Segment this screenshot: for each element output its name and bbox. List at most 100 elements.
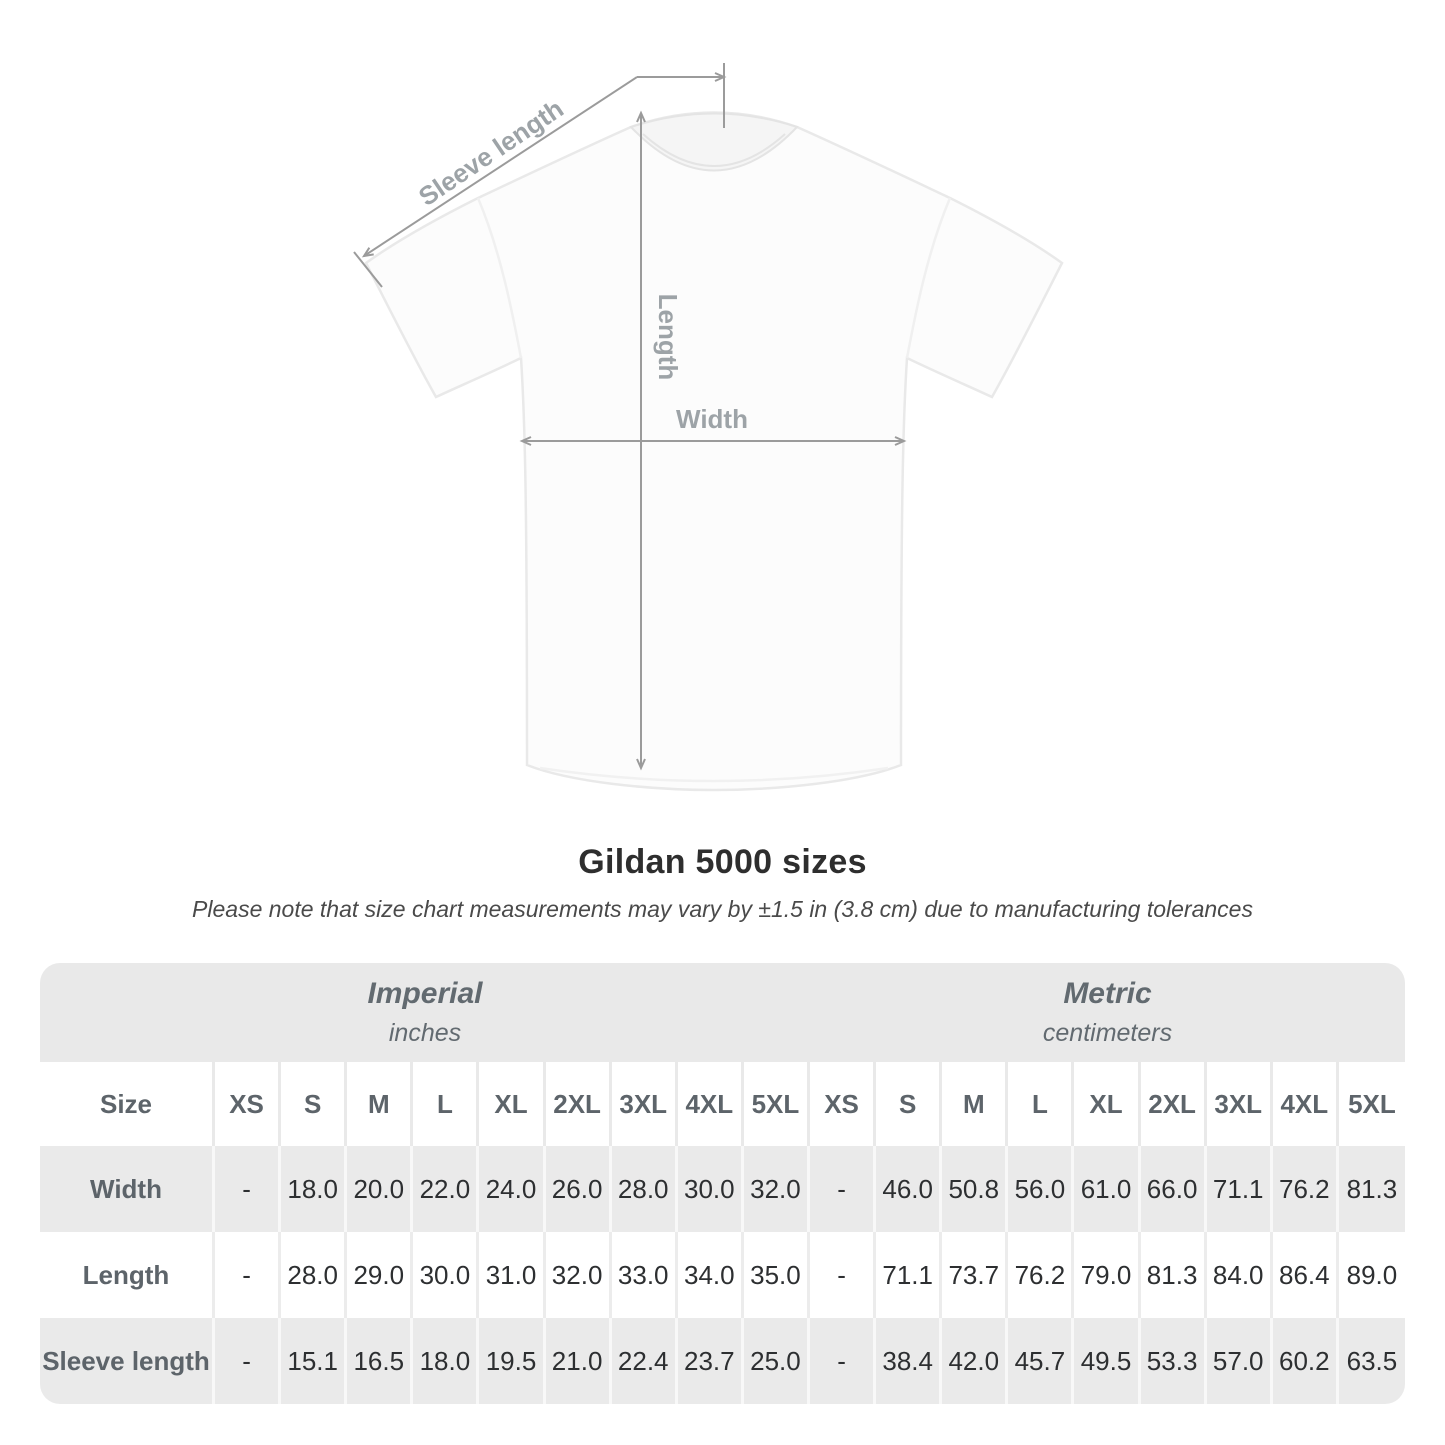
tshirt-collar-seam — [642, 133, 786, 167]
column-header-imperial-xl: XL — [479, 1062, 546, 1146]
size-value-cell: 42.0 — [942, 1318, 1009, 1404]
column-header-metric-5xl: 5XL — [1338, 1062, 1405, 1146]
size-value-cell: 71.1 — [876, 1232, 943, 1318]
size-value-cell: 79.0 — [1074, 1232, 1141, 1318]
size-value-cell: 33.0 — [611, 1232, 678, 1318]
column-header-imperial-s: S — [281, 1062, 348, 1146]
size-value-cell: 25.0 — [743, 1318, 810, 1404]
size-value-cell: 84.0 — [1206, 1232, 1273, 1318]
tshirt-hem-stitch — [539, 766, 889, 783]
size-value-cell: 66.0 — [1140, 1146, 1207, 1232]
size-value-cell: 81.3 — [1338, 1146, 1405, 1232]
chart-subtitle: Please note that size chart measurements… — [192, 896, 1253, 922]
size-value-cell: 89.0 — [1338, 1232, 1405, 1318]
size-value-cell: 30.0 — [413, 1232, 480, 1318]
size-value-cell: 29.0 — [347, 1232, 414, 1318]
size-value-cell: 61.0 — [1074, 1146, 1141, 1232]
size-value-cell: 18.0 — [413, 1318, 480, 1404]
tshirt-measurement-diagram: Sleeve length Length Width — [353, 63, 1064, 792]
metric-section-header: Metric centimeters — [810, 963, 1405, 1062]
size-value-cell: 20.0 — [347, 1146, 414, 1232]
column-header-metric-2xl: 2XL — [1140, 1062, 1207, 1146]
size-value-cell: 26.0 — [545, 1146, 612, 1232]
metric-section-title: Metric — [1063, 977, 1152, 1010]
tshirt-right-sleeve-seam — [905, 197, 952, 359]
size-value-cell: 19.5 — [479, 1318, 546, 1404]
size-value-cell: - — [810, 1146, 877, 1232]
column-header-metric-xl: XL — [1074, 1062, 1141, 1146]
length-label: Length — [653, 294, 683, 381]
size-value-cell: 60.2 — [1272, 1318, 1339, 1404]
size-value-cell: 16.5 — [347, 1318, 414, 1404]
size-value-cell: 56.0 — [1008, 1146, 1075, 1232]
size-value-cell: 32.0 — [545, 1232, 612, 1318]
size-value-cell: 86.4 — [1272, 1232, 1339, 1318]
imperial-section-title: Imperial — [367, 977, 483, 1010]
size-value-cell: 45.7 — [1008, 1318, 1075, 1404]
column-header-imperial-4xl: 4XL — [677, 1062, 744, 1146]
size-value-cell: 71.1 — [1206, 1146, 1273, 1232]
row-label: Width — [40, 1146, 215, 1232]
column-header-metric-s: S — [876, 1062, 943, 1146]
column-header-imperial-l: L — [413, 1062, 480, 1146]
size-value-cell: 81.3 — [1140, 1232, 1207, 1318]
size-value-cell: 73.7 — [942, 1232, 1009, 1318]
size-value-cell: 30.0 — [677, 1146, 744, 1232]
column-header-metric-xs: XS — [810, 1062, 877, 1146]
size-column-header: Size — [40, 1062, 215, 1146]
size-value-cell: 28.0 — [281, 1232, 348, 1318]
size-table: Imperial inches Metric centimeters Size … — [40, 963, 1405, 1404]
size-value-cell: 53.3 — [1140, 1318, 1207, 1404]
chart-title: Gildan 5000 sizes — [578, 843, 867, 881]
size-value-cell: 22.0 — [413, 1146, 480, 1232]
column-header-imperial-5xl: 5XL — [743, 1062, 810, 1146]
size-value-cell: 35.0 — [743, 1232, 810, 1318]
size-value-cell: 57.0 — [1206, 1318, 1273, 1404]
heading-block: Gildan 5000 sizes Please note that size … — [0, 843, 1445, 923]
table-row-width: Width -18.0 20.0 22.0 24.0 26.0 28.0 30.0 32.0-4… — [40, 1146, 1405, 1232]
size-value-cell: 46.0 — [876, 1146, 943, 1232]
size-value-cell: 63.5 — [1338, 1318, 1405, 1404]
size-value-cell: 22.4 — [611, 1318, 678, 1404]
table-rows: Width -18.0 20.0 22.0 24.0 26.0 28.0 30.0 32.0-4… — [40, 1146, 1405, 1404]
column-header-metric-m: M — [942, 1062, 1009, 1146]
size-value-cell: 15.1 — [281, 1318, 348, 1404]
row-label: Length — [40, 1232, 215, 1318]
size-header-row: Size XS S M L XL 2XL 3XL 4XL 5XL XS S M L XL 2XL 3XL 4XL… — [40, 1062, 1405, 1146]
size-value-cell: - — [810, 1232, 877, 1318]
size-value-cell: 28.0 — [611, 1146, 678, 1232]
column-header-imperial-xs: XS — [215, 1062, 282, 1146]
tshirt-silhouette — [364, 111, 1064, 792]
size-value-cell: 21.0 — [545, 1318, 612, 1404]
unit-section-band: Imperial inches Metric centimeters — [40, 963, 1405, 1062]
size-value-cell: 24.0 — [479, 1146, 546, 1232]
sleeve-length-dimension-line — [361, 76, 638, 258]
size-value-cell: 23.7 — [677, 1318, 744, 1404]
size-value-cell: 76.2 — [1008, 1232, 1075, 1318]
size-value-cell: - — [810, 1318, 877, 1404]
size-value-cell: 34.0 — [677, 1232, 744, 1318]
table-row-sleeve-length: Sleeve length -15.1 16.5 18.0 19.5 21.0 22.4 23… — [40, 1318, 1405, 1404]
size-value-cell: 38.4 — [876, 1318, 943, 1404]
column-header-metric-4xl: 4XL — [1272, 1062, 1339, 1146]
row-label: Sleeve length — [40, 1318, 215, 1404]
column-header-metric-3xl: 3XL — [1206, 1062, 1273, 1146]
width-label: Width — [676, 404, 748, 434]
size-value-cell: 32.0 — [743, 1146, 810, 1232]
size-value-cell: - — [215, 1232, 282, 1318]
table-row-length: Length -28.0 29.0 30.0 31.0 32.0 33.0 34.0 35.0-… — [40, 1232, 1405, 1318]
size-value-cell: 31.0 — [479, 1232, 546, 1318]
column-header-imperial-2xl: 2XL — [545, 1062, 612, 1146]
imperial-section-header: Imperial inches — [40, 963, 810, 1062]
size-value-cell: 76.2 — [1272, 1146, 1339, 1232]
size-value-cell: 50.8 — [942, 1146, 1009, 1232]
imperial-section-unit: inches — [388, 1019, 462, 1047]
size-value-cell: - — [215, 1146, 282, 1232]
size-value-cell: 49.5 — [1074, 1318, 1141, 1404]
size-value-cell: - — [215, 1318, 282, 1404]
column-header-imperial-3xl: 3XL — [611, 1062, 678, 1146]
size-value-cell: 18.0 — [281, 1146, 348, 1232]
column-header-metric-l: L — [1008, 1062, 1075, 1146]
tshirt-left-sleeve-seam — [476, 197, 523, 359]
